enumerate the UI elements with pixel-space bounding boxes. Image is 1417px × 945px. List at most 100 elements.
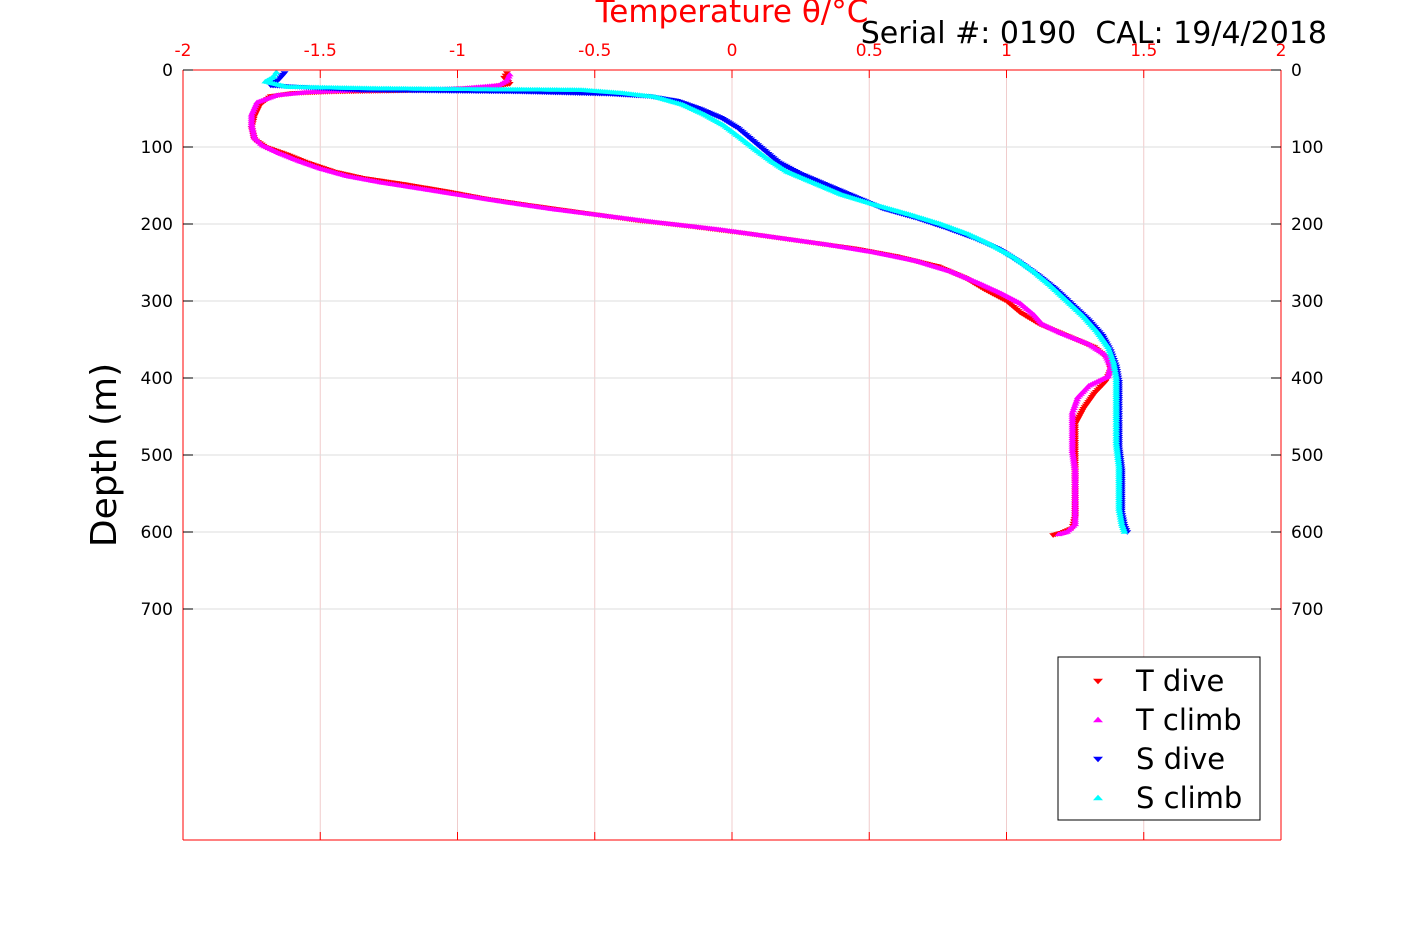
y-tick-label-left: 200 (141, 215, 173, 235)
data-point (1110, 366, 1119, 371)
data-point (1104, 344, 1113, 349)
y-tick-label-right: 100 (1291, 138, 1323, 158)
data-point (1120, 529, 1129, 534)
y-axis-label: Depth (m) (84, 363, 125, 547)
data-point (1112, 442, 1121, 448)
data-point (249, 132, 258, 138)
y-tick-label-left: 500 (141, 446, 173, 466)
x-tick-label: -1.5 (304, 41, 337, 61)
legend-label: S dive (1136, 742, 1225, 776)
data-point (1107, 353, 1116, 358)
data-point (1112, 422, 1121, 427)
data-point (1115, 508, 1124, 513)
data-point (1068, 452, 1077, 458)
data-point (1108, 357, 1117, 363)
data-point (248, 128, 257, 134)
data-point (1112, 424, 1121, 430)
x-tick-label: 2 (1276, 41, 1287, 61)
data-point (1112, 436, 1121, 441)
data-point (1114, 461, 1123, 467)
data-point (1113, 446, 1122, 452)
legend: T dive T climb S dive S climb (1057, 656, 1261, 821)
y-tick-label-left: 400 (141, 369, 173, 389)
y-tick-label-right: 200 (1291, 215, 1323, 235)
data-point (1109, 359, 1118, 365)
data-point (1070, 463, 1079, 468)
legend-label: S climb (1136, 781, 1242, 815)
data-point (247, 122, 256, 128)
data-point (1112, 429, 1121, 434)
data-point (1070, 461, 1079, 466)
data-point (1068, 450, 1077, 456)
legend-label: T climb (1135, 703, 1242, 737)
y-tick-label-right: 300 (1291, 292, 1323, 312)
data-point (1112, 426, 1121, 432)
data-point (1049, 533, 1058, 538)
y-tick-label-right: 600 (1291, 523, 1323, 543)
x-tick-label: -1 (449, 41, 466, 61)
data-point (248, 126, 257, 132)
data-point (1069, 456, 1078, 462)
data-point (1071, 401, 1080, 406)
y-tick-label-left: 700 (141, 600, 173, 620)
x-tick-label: 0 (727, 41, 738, 61)
data-point (1105, 367, 1114, 373)
data-point (1109, 362, 1118, 367)
data-point (1110, 364, 1119, 369)
x-tick-label: 1.5 (1130, 41, 1157, 61)
data-point (1106, 351, 1115, 356)
data-point (1070, 465, 1079, 471)
legend-marker (1093, 794, 1103, 801)
data-point (1069, 454, 1078, 460)
data-point (1112, 431, 1121, 437)
legend-marker (1093, 716, 1103, 723)
data-point (1106, 365, 1115, 371)
y-tick-label-left: 300 (141, 292, 173, 312)
x-tick-label: -0.5 (578, 41, 611, 61)
data-point (249, 130, 258, 136)
data-point (1111, 368, 1120, 374)
serial-annotation: Serial #: 0190 CAL: 19/4/2018 (861, 16, 1327, 51)
y-tick-label-right: 700 (1291, 600, 1323, 620)
data-point (1114, 457, 1123, 463)
y-tick-labels: 0 0 100 100 200 200 300 300 400 400 500 500 600 600 70… (141, 61, 1324, 620)
data-point (1112, 440, 1121, 446)
data-point (1116, 512, 1125, 518)
x-tick-labels: -2 -1.5 -1 -0.5 0 0.5 1 1.5 2 (175, 41, 1287, 61)
data-point (1112, 433, 1121, 439)
data-markers (247, 69, 1132, 538)
legend-box (1057, 656, 1261, 821)
data-point (248, 124, 257, 130)
data-point (1112, 438, 1121, 443)
data-point (1113, 451, 1122, 456)
data-point (1115, 506, 1124, 511)
data-point (1117, 517, 1126, 522)
data-point (1105, 348, 1114, 354)
x-tick-label: -2 (175, 41, 192, 61)
data-point (1072, 398, 1081, 404)
data-point (1069, 459, 1078, 464)
y-tick-label-left: 100 (141, 138, 173, 158)
data-point (1113, 449, 1122, 454)
data-point (1104, 371, 1113, 377)
data-point (1112, 419, 1121, 425)
data-point (1114, 459, 1123, 465)
series-s-climb (261, 69, 1129, 534)
data-point (502, 71, 511, 76)
data-point (1111, 373, 1120, 378)
legend-marker (1093, 756, 1103, 763)
x-tick-label: 1 (1001, 41, 1012, 61)
legend-label: T dive (1135, 664, 1224, 698)
data-point (1105, 369, 1114, 375)
data-point (1073, 396, 1082, 402)
y-tick-label-right: 400 (1291, 369, 1323, 389)
data-point (1117, 519, 1126, 524)
data-point (1073, 394, 1082, 400)
y-tick-label-right: 0 (1291, 61, 1302, 81)
data-point (1112, 417, 1121, 423)
data-point (1114, 455, 1123, 460)
data-point (1054, 531, 1063, 537)
chart-title: Temperature θ/°C (595, 0, 869, 30)
data-point (1111, 370, 1120, 376)
